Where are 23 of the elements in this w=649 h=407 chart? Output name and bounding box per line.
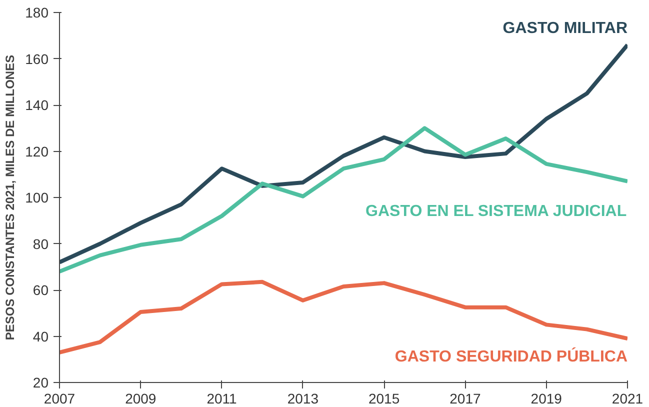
series-label: GASTO MILITAR	[502, 20, 628, 38]
x-tick-label: 2017	[450, 390, 481, 406]
y-axis-title: PESOS CONSTANTES 2021, MILES DE MILLONES	[3, 54, 18, 340]
line-series	[60, 126, 628, 274]
y-tick-label: 80	[32, 236, 49, 252]
y-tick-label: 100	[25, 190, 49, 206]
y-tick-label: 140	[25, 97, 49, 113]
x-tick-label: 2009	[125, 390, 156, 406]
y-tick-label: 40	[32, 328, 49, 344]
x-tick-label: 2021	[612, 390, 644, 406]
x-tick-label: 2007	[44, 390, 76, 406]
series-label: GASTO SEGURIDAD PÚBLICA	[394, 346, 628, 366]
x-tick-label: 2015	[368, 390, 400, 406]
y-tick-label: 20	[32, 374, 49, 390]
x-tick-label: 2019	[530, 390, 562, 406]
line-series	[60, 42, 628, 264]
y-tick-label: 160	[25, 50, 49, 67]
y-tick-label: 180	[25, 4, 49, 20]
x-tick-label: 2013	[287, 390, 319, 406]
series-label: GASTO EN EL SISTEMA JUDICIAL	[366, 202, 627, 220]
y-tick-label: 120	[25, 143, 49, 160]
x-tick-label: 2011	[206, 390, 238, 406]
y-tick-label: 60	[32, 282, 49, 298]
